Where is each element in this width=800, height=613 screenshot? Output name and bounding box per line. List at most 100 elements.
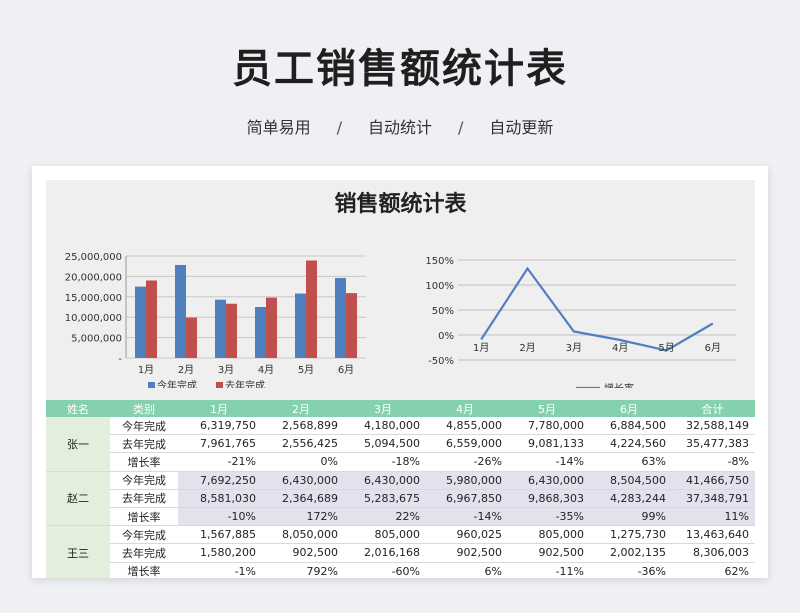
bar-last-year bbox=[266, 297, 277, 358]
value-cell: 1,275,730 bbox=[588, 525, 670, 545]
value-cell: -18% bbox=[342, 452, 424, 472]
value-cell: 6,430,000 bbox=[342, 471, 424, 490]
tag-auto-update: 自动更新 bbox=[489, 118, 554, 137]
x-tick-label: 6月 bbox=[705, 342, 721, 354]
bar-chart: 25,000,000 20,000,000 15,000,000 10,000,000… bbox=[65, 252, 366, 388]
value-cell: -14% bbox=[506, 452, 588, 472]
value-cell: 8,581,030 bbox=[178, 489, 260, 508]
table-row: 去年完成 7,961,765 2,556,425 5,094,500 6,559,000… bbox=[46, 434, 755, 454]
value-cell: 22% bbox=[342, 507, 424, 527]
bar-this-year bbox=[175, 264, 186, 358]
header-m4: 4月 bbox=[424, 400, 506, 417]
header-total: 合计 bbox=[670, 400, 755, 417]
value-cell: -35% bbox=[506, 507, 588, 527]
x-tick-label: 2月 bbox=[178, 364, 194, 376]
value-cell: 4,855,000 bbox=[424, 417, 506, 436]
value-cell: -26% bbox=[424, 452, 506, 472]
value-cell: 2,556,425 bbox=[260, 434, 342, 454]
total-cell: 11% bbox=[670, 507, 755, 527]
value-cell: 63% bbox=[588, 452, 670, 472]
value-cell: 1,580,200 bbox=[178, 543, 260, 563]
y-tick-label: 0% bbox=[438, 331, 454, 342]
x-tick-label: 2月 bbox=[519, 342, 535, 354]
table-row: 去年完成 8,581,030 2,364,689 5,283,675 6,967,850… bbox=[46, 489, 755, 508]
value-cell: 902,500 bbox=[506, 543, 588, 563]
bar-last-year bbox=[186, 317, 197, 358]
y-tick-label: 25,000,000 bbox=[65, 252, 122, 263]
legend-label: 去年完成 bbox=[225, 379, 265, 388]
category-cell: 增长率 bbox=[110, 507, 178, 527]
bar-last-year bbox=[146, 280, 157, 358]
x-tick-label: 1月 bbox=[473, 342, 489, 354]
value-cell: 6,884,500 bbox=[588, 417, 670, 436]
value-cell: 6,559,000 bbox=[424, 434, 506, 454]
value-cell: 7,692,250 bbox=[178, 471, 260, 490]
value-cell: 4,180,000 bbox=[342, 417, 424, 436]
value-cell: 5,283,675 bbox=[342, 489, 424, 508]
category-cell: 今年完成 bbox=[110, 525, 178, 545]
value-cell: 9,081,133 bbox=[506, 434, 588, 454]
value-cell: 6,430,000 bbox=[506, 471, 588, 490]
y-tick-label: - bbox=[118, 354, 122, 365]
total-cell: 62% bbox=[670, 562, 755, 578]
value-cell: 5,980,000 bbox=[424, 471, 506, 490]
x-tick-label: 6月 bbox=[338, 364, 354, 376]
tag-separator: / bbox=[336, 118, 342, 137]
value-cell: 4,224,560 bbox=[588, 434, 670, 454]
legend-label: 今年完成 bbox=[157, 379, 197, 388]
table-header-row: 姓名 类别 1月 2月 3月 4月 5月 6月 合计 bbox=[46, 400, 755, 417]
value-cell: 8,504,500 bbox=[588, 471, 670, 490]
header-name: 姓名 bbox=[46, 400, 110, 417]
total-cell: 13,463,640 bbox=[670, 525, 755, 545]
value-cell: 5,094,500 bbox=[342, 434, 424, 454]
y-tick-label: 15,000,000 bbox=[65, 293, 122, 304]
value-cell: 6,430,000 bbox=[260, 471, 342, 490]
table-row: 增长率 -21% 0% -18% -26% -14% 63% -8% bbox=[46, 452, 755, 472]
spreadsheet-preview-card: 销售额统计表 25,000,000 20,000,000 15,000,000 10,… bbox=[32, 166, 768, 578]
x-tick-label: 1月 bbox=[138, 364, 154, 376]
x-tick-label: 4月 bbox=[612, 342, 628, 354]
bar-this-year bbox=[255, 307, 266, 358]
bar-this-year bbox=[215, 299, 226, 358]
value-cell: 2,364,689 bbox=[260, 489, 342, 508]
category-cell: 今年完成 bbox=[110, 471, 178, 490]
y-tick-label: 100% bbox=[425, 281, 454, 292]
category-cell: 去年完成 bbox=[110, 489, 178, 508]
y-tick-label: 150% bbox=[425, 256, 454, 267]
x-tick-label: 3月 bbox=[218, 364, 234, 376]
bar-this-year bbox=[295, 293, 306, 358]
tag-auto-stat: 自动统计 bbox=[367, 118, 432, 137]
table-row: 增长率 -1% 792% -60% 6% -11% -36% 62% bbox=[46, 562, 755, 578]
category-cell: 今年完成 bbox=[110, 417, 178, 436]
value-cell: 2,016,168 bbox=[342, 543, 424, 563]
bar-this-year bbox=[135, 286, 146, 358]
bar-last-year bbox=[346, 293, 357, 358]
category-cell: 去年完成 bbox=[110, 543, 178, 563]
growth-rate-line bbox=[480, 266, 714, 352]
value-cell: 960,025 bbox=[424, 525, 506, 545]
value-cell: 2,002,135 bbox=[588, 543, 670, 563]
legend-swatch bbox=[216, 382, 223, 388]
y-tick-label: 10,000,000 bbox=[65, 313, 122, 324]
legend-swatch bbox=[148, 382, 155, 388]
page-title: 员工销售额统计表 bbox=[232, 46, 568, 92]
value-cell: -21% bbox=[178, 452, 260, 472]
x-tick-label: 3月 bbox=[566, 342, 582, 354]
line-chart: 150% 100% 50% 0% -50% 1月 2月 3月 4月 5月 6月增长率 bbox=[425, 256, 736, 388]
x-tick-label: 5月 bbox=[298, 364, 314, 376]
value-cell: 0% bbox=[260, 452, 342, 472]
sales-table: 姓名 类别 1月 2月 3月 4月 5月 6月 合计 张一 今年完成 6,319,7… bbox=[46, 400, 755, 578]
value-cell: -1% bbox=[178, 562, 260, 578]
header-m2: 2月 bbox=[260, 400, 342, 417]
header-category: 类别 bbox=[110, 400, 178, 417]
header-m6: 6月 bbox=[588, 400, 670, 417]
header-m1: 1月 bbox=[178, 400, 260, 417]
value-cell: 172% bbox=[260, 507, 342, 527]
category-cell: 去年完成 bbox=[110, 434, 178, 454]
legend-label: 增长率 bbox=[604, 382, 634, 388]
bar-last-year bbox=[306, 260, 317, 358]
value-cell: 792% bbox=[260, 562, 342, 578]
total-cell: -8% bbox=[670, 452, 755, 472]
total-cell: 8,306,003 bbox=[670, 543, 755, 563]
value-cell: -60% bbox=[342, 562, 424, 578]
